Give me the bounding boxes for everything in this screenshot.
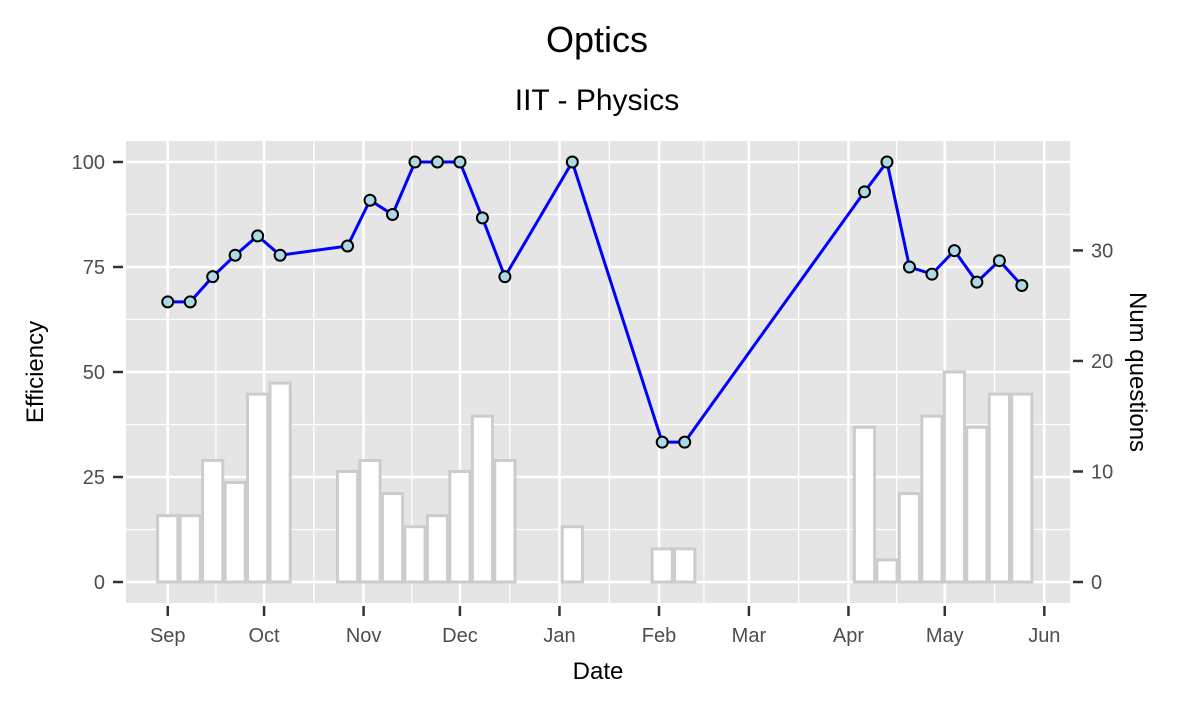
x-tick-label: Feb — [642, 625, 676, 647]
chart-title: Optics — [546, 19, 648, 60]
x-tick-label: Mar — [732, 625, 767, 647]
bar — [268, 381, 292, 584]
x-axis-title: Date — [573, 658, 624, 685]
y-tick-label: 0 — [94, 572, 105, 594]
x-tick-label: Oct — [249, 625, 281, 647]
data-point — [1015, 278, 1029, 292]
data-point — [206, 270, 220, 284]
data-point — [251, 229, 265, 243]
x-axis: Sep Oct Nov Dec Jan Feb Mar Apr May Jun — [150, 606, 1060, 647]
data-point — [430, 155, 444, 169]
y-tick-label: 25 — [83, 467, 105, 489]
x-tick-label: Jun — [1028, 625, 1060, 647]
bar — [920, 414, 944, 584]
y2-axis-title: Num questions — [1124, 292, 1151, 452]
bar — [650, 547, 674, 584]
bar — [987, 392, 1011, 584]
data-point — [386, 208, 400, 221]
x-tick-label: Apr — [833, 625, 864, 647]
x-tick-label: Sep — [150, 625, 186, 647]
bar — [852, 425, 877, 584]
bar — [246, 392, 270, 584]
data-point — [363, 193, 377, 207]
data-point — [678, 435, 692, 449]
bar — [201, 458, 225, 584]
bar — [1010, 392, 1034, 584]
y-axis-right: 0 10 20 30 — [1073, 240, 1113, 594]
bar — [403, 525, 427, 584]
data-point — [341, 239, 355, 253]
data-point — [408, 155, 422, 169]
bar — [897, 492, 922, 584]
x-tick-label: Nov — [346, 625, 382, 647]
data-point — [655, 435, 669, 449]
data-point — [947, 244, 961, 258]
bar — [380, 492, 405, 584]
bar — [942, 370, 967, 584]
data-point — [453, 155, 467, 169]
bar — [178, 514, 202, 584]
bar — [470, 414, 495, 584]
y-axis-title: Efficiency — [22, 321, 49, 423]
y-tick-label: 50 — [83, 362, 105, 384]
y-tick-label: 75 — [83, 257, 105, 279]
y2-tick-label: 10 — [1091, 461, 1113, 483]
bar — [560, 525, 584, 584]
x-tick-label: May — [926, 625, 964, 647]
data-point — [880, 155, 894, 169]
data-point — [925, 267, 939, 281]
data-point — [475, 211, 489, 225]
data-point — [183, 295, 197, 309]
y2-tick-label: 30 — [1091, 240, 1113, 262]
bar — [156, 514, 180, 584]
data-point — [565, 155, 579, 169]
data-point — [902, 260, 916, 274]
y-axis-left: 0 25 50 75 100 — [72, 152, 123, 594]
efficiency-points — [161, 155, 1029, 449]
bar — [358, 458, 382, 584]
bar — [223, 481, 247, 584]
bar — [335, 469, 360, 584]
data-point — [970, 275, 984, 289]
bar — [448, 469, 472, 584]
data-point — [273, 248, 287, 262]
data-point — [161, 295, 175, 309]
y2-tick-label: 0 — [1091, 572, 1102, 594]
bar — [875, 558, 899, 584]
bar — [493, 458, 517, 584]
x-tick-label: Dec — [442, 625, 478, 647]
y-tick-label: 100 — [72, 152, 105, 174]
data-point — [992, 254, 1006, 268]
bar — [425, 514, 450, 584]
data-point — [228, 248, 242, 262]
bar — [965, 425, 989, 584]
y2-tick-label: 20 — [1091, 351, 1113, 373]
x-tick-label: Jan — [543, 625, 575, 647]
chart-subtitle: IIT - Physics — [515, 84, 679, 117]
bar-series — [156, 370, 1034, 584]
data-point — [498, 270, 512, 284]
bar — [673, 547, 697, 584]
data-point — [858, 185, 872, 199]
